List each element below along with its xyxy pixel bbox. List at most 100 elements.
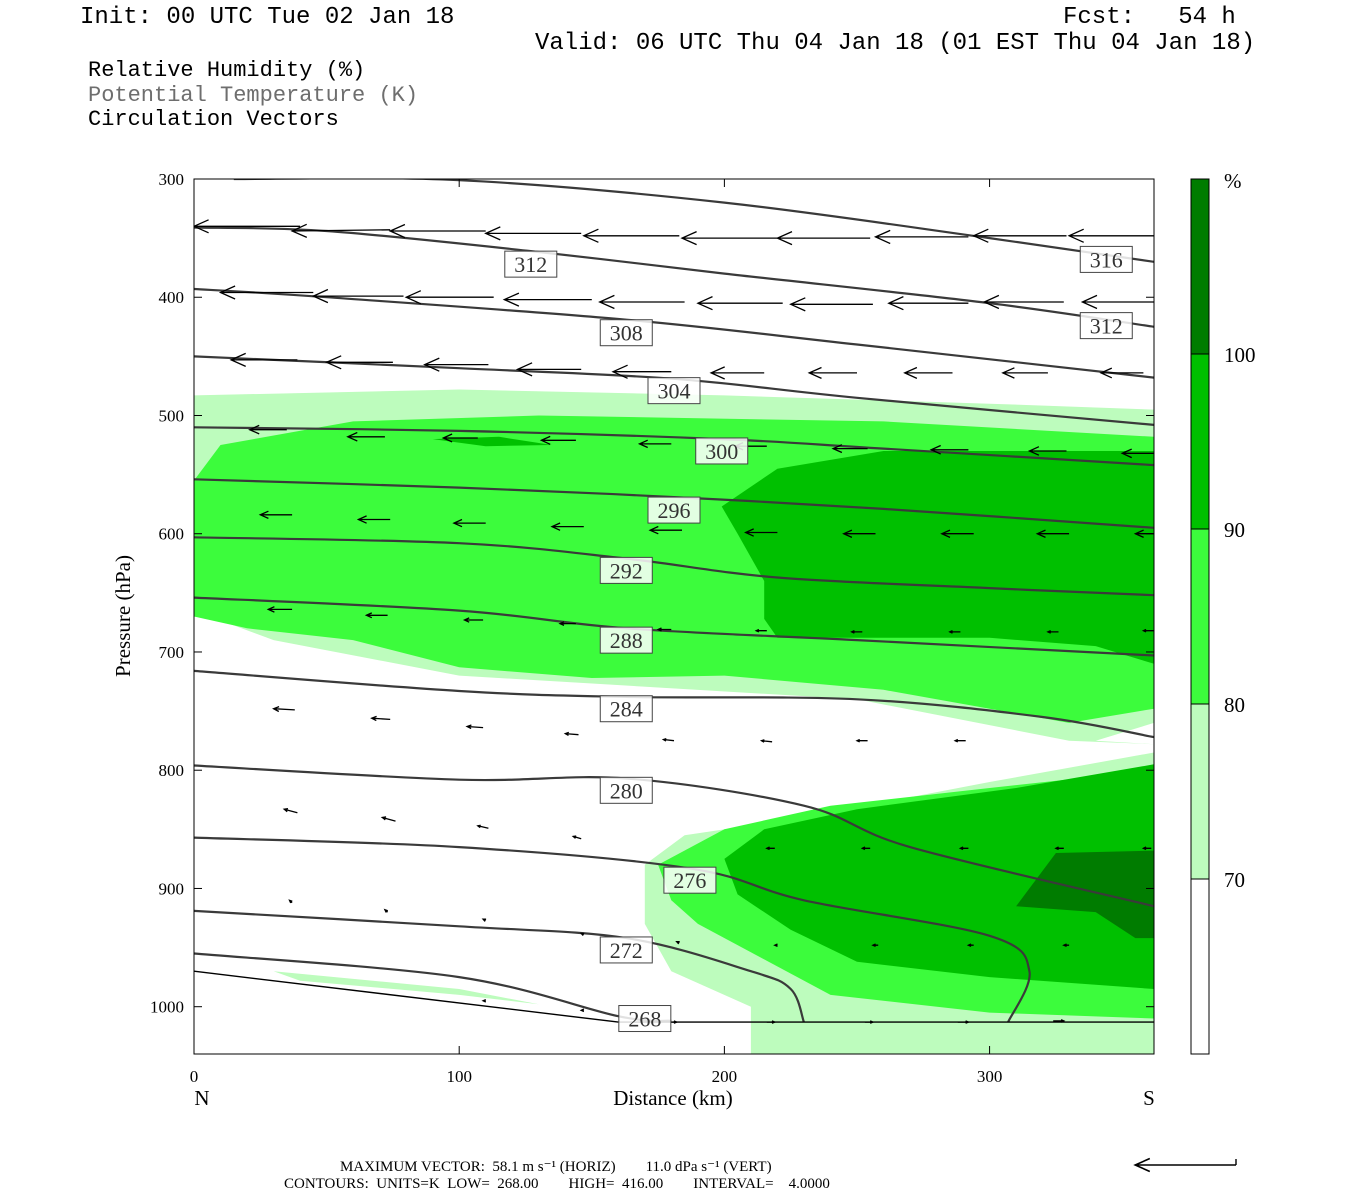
wind-vector bbox=[1001, 367, 1048, 379]
contour-label-text: 312 bbox=[1090, 314, 1123, 339]
contour-label-text: 280 bbox=[610, 778, 643, 803]
wind-vector bbox=[648, 525, 682, 535]
contour-label-box bbox=[599, 319, 653, 347]
x-end-label-right: S bbox=[1143, 1086, 1155, 1110]
wind-vector bbox=[502, 292, 592, 307]
wind-vector bbox=[370, 715, 391, 722]
wind-vector-shape bbox=[502, 292, 592, 307]
wind-vector bbox=[290, 223, 391, 238]
wind-vector-shape bbox=[218, 285, 314, 300]
contour-label-text: 308 bbox=[610, 321, 643, 346]
wind-vector bbox=[680, 231, 778, 246]
wind-vector-shape bbox=[370, 715, 391, 722]
wind-vector bbox=[1053, 1019, 1066, 1023]
contour-label-text: 312 bbox=[514, 252, 547, 277]
wind-vector bbox=[982, 294, 1064, 310]
colorbar-level-label: 100 bbox=[1224, 343, 1256, 367]
wind-vector bbox=[775, 231, 871, 246]
wind-vector bbox=[266, 606, 293, 613]
y-axis-label: Pressure (hPa) bbox=[111, 555, 135, 677]
wind-vector bbox=[789, 297, 873, 312]
wind-vector bbox=[272, 705, 295, 713]
wind-vector-shape bbox=[958, 846, 969, 851]
wind-vector bbox=[696, 296, 783, 311]
colorbar-swatch bbox=[1190, 528, 1210, 705]
wind-vector bbox=[842, 529, 876, 538]
wind-vector bbox=[709, 366, 765, 380]
wind-vector bbox=[388, 223, 486, 239]
contour-label-box bbox=[599, 695, 653, 723]
wind-vector-shape bbox=[775, 231, 871, 246]
wind-vector bbox=[423, 357, 489, 372]
theta-contour-284 bbox=[194, 669, 1154, 739]
wind-vector-shape bbox=[598, 294, 685, 310]
wind-vector bbox=[765, 846, 775, 851]
axes-layer: 300 400 500 600 700 800 900 1000 0 100 200 300 bbox=[150, 170, 1154, 1086]
theta-contour-280 bbox=[194, 764, 1154, 908]
wind-vector-shape bbox=[1141, 628, 1154, 633]
y-tick-label: 800 bbox=[159, 761, 185, 780]
colorbar-level-label: 90 bbox=[1224, 518, 1245, 542]
x-axis-label: Distance (km) bbox=[613, 1086, 733, 1110]
wind-vector bbox=[229, 352, 298, 367]
contour-label-304: 304 bbox=[647, 377, 701, 405]
contour-label-316: 316 bbox=[1079, 245, 1133, 273]
wind-vector bbox=[1035, 529, 1070, 538]
legend-potential-temperature: Potential Temperature (K) bbox=[88, 83, 419, 108]
contour-label-box bbox=[1079, 245, 1133, 273]
wind-vector bbox=[218, 285, 314, 300]
contour-label-box bbox=[599, 556, 653, 584]
wind-vector bbox=[637, 439, 672, 449]
wind-vector bbox=[744, 528, 778, 537]
colorbar-swatch bbox=[1190, 878, 1210, 1055]
legend-circulation-vectors: Circulation Vectors bbox=[88, 107, 339, 132]
wind-vector-shape bbox=[789, 297, 873, 312]
wind-vector bbox=[766, 1020, 777, 1024]
contour-label-288: 288 bbox=[599, 626, 653, 654]
wind-vector-shape bbox=[648, 525, 682, 535]
wind-vector bbox=[656, 627, 672, 632]
wind-vector-shape bbox=[383, 908, 389, 913]
rh-region-100-7 bbox=[1016, 850, 1154, 939]
theta-contour-312 bbox=[194, 226, 1154, 328]
y-tick-label: 700 bbox=[159, 643, 185, 662]
contour-label-300: 300 bbox=[695, 437, 749, 465]
wind-vector-shape bbox=[579, 932, 585, 937]
y-tick-label: 600 bbox=[159, 525, 185, 544]
wind-vector-shape bbox=[842, 529, 876, 538]
contour-label-text: 288 bbox=[610, 628, 643, 653]
x-tick-label: 0 bbox=[190, 1067, 199, 1086]
wind-vector bbox=[364, 612, 388, 619]
contour-label-text: 276 bbox=[673, 868, 706, 893]
wind-vector-shape bbox=[266, 606, 293, 613]
wind-vector-shape bbox=[515, 362, 582, 377]
rh-fill-layer bbox=[194, 389, 1154, 1054]
wind-vector-shape bbox=[860, 846, 871, 851]
contour-label-box bbox=[647, 496, 701, 524]
wind-vector bbox=[356, 515, 391, 524]
terrain-line bbox=[194, 970, 619, 1023]
wind-vector-shape bbox=[465, 724, 484, 730]
wind-vector-shape bbox=[873, 229, 969, 245]
footer-contours: CONTOURS: UNITS=K LOW= 268.00 HIGH= 416.… bbox=[284, 1176, 830, 1192]
wind-vector-shape bbox=[1035, 529, 1070, 538]
colorbar-swatch bbox=[1190, 178, 1210, 355]
wind-vector-shape bbox=[325, 355, 393, 370]
theta-contour-276 bbox=[194, 836, 1031, 1023]
wind-vector bbox=[860, 846, 871, 851]
rh-region-90-100-4 bbox=[721, 451, 1154, 664]
wind-vector-shape bbox=[957, 1020, 971, 1024]
contour-label-box bbox=[695, 437, 749, 465]
contour-label-280: 280 bbox=[599, 776, 653, 804]
wind-vector-shape bbox=[864, 1020, 875, 1024]
wind-vector-shape bbox=[765, 846, 775, 851]
wind-vector-shape bbox=[903, 366, 953, 379]
contour-label-box bbox=[504, 250, 558, 278]
wind-vector bbox=[579, 932, 585, 937]
reference-vector-arrow bbox=[1133, 1157, 1236, 1173]
vector-layer bbox=[194, 219, 1154, 1024]
wind-vector-shape bbox=[1027, 446, 1067, 456]
wind-vector bbox=[579, 1008, 585, 1013]
wind-vector-shape bbox=[773, 943, 778, 947]
